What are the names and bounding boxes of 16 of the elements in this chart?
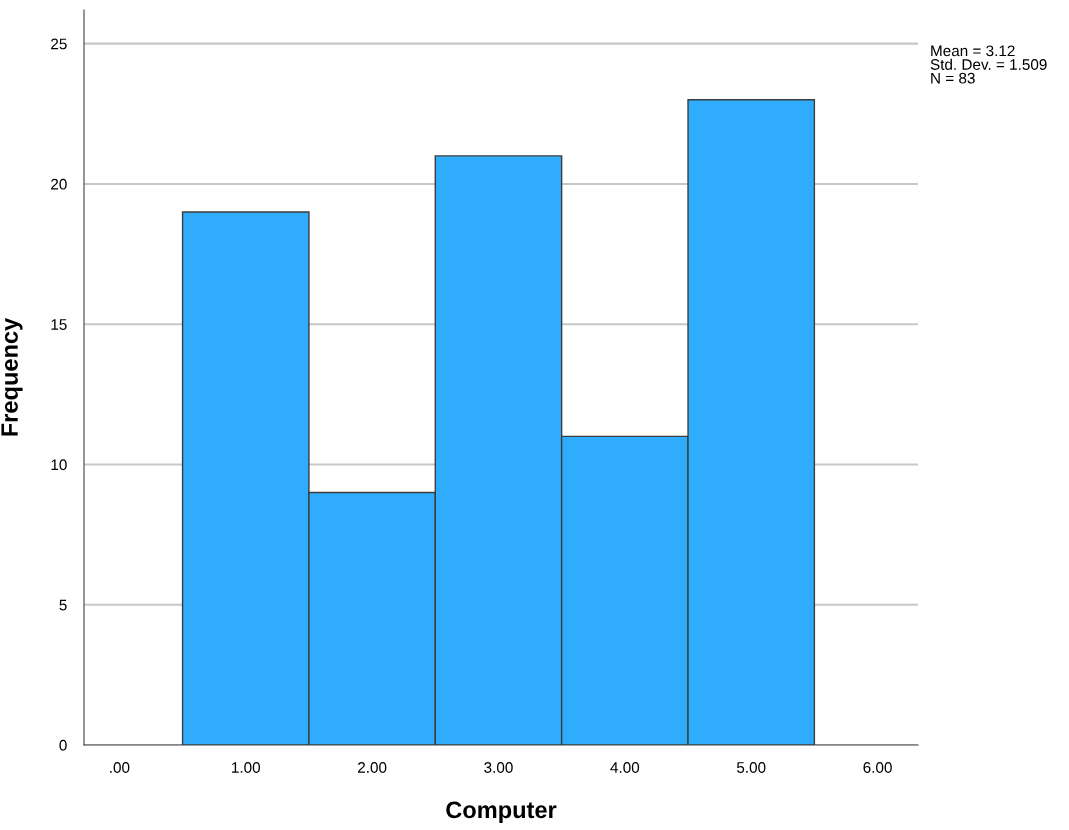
x-tick-label: 2.00 xyxy=(358,762,387,773)
x-tick-label: .00 xyxy=(110,762,130,773)
y-tick-label: 20 xyxy=(51,178,67,190)
x-tick-label: 6.00 xyxy=(863,762,892,773)
y-tick-label: 0 xyxy=(59,739,67,751)
x-tick-label: 3.00 xyxy=(484,762,513,773)
x-tick-label: 4.00 xyxy=(610,762,640,773)
x-tick-label: 5.00 xyxy=(736,762,766,773)
y-axis-title: Frequency xyxy=(1,317,23,436)
y-tick-label: 10 xyxy=(51,459,67,471)
x-axis-title: Computer xyxy=(446,801,557,823)
y-tick-label: 25 xyxy=(51,38,67,50)
x-tick-label: 1.00 xyxy=(232,762,261,773)
y-tick-label: 15 xyxy=(51,319,67,330)
text: Mean = 3.12 Std. Dev. = 1.509 N = 83 xyxy=(930,45,1047,84)
y-tick-label: 5 xyxy=(59,599,67,611)
